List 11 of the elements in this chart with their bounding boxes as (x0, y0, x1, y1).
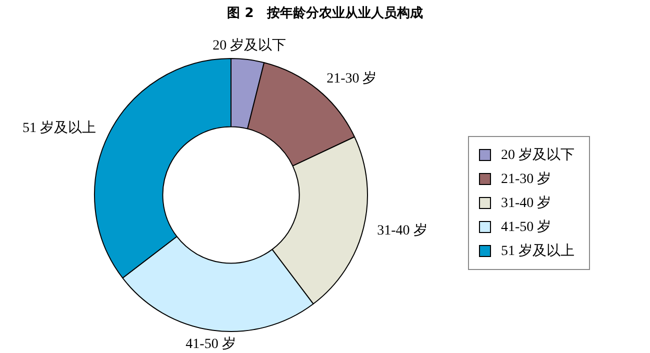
legend-label: 31-40 岁 (501, 194, 552, 212)
legend-label: 21-30 岁 (501, 170, 552, 188)
slice-label: 20 岁及以下 (212, 37, 286, 54)
slice-label: 41-50 岁 (186, 336, 236, 352)
legend-label: 20 岁及以下 (501, 146, 574, 164)
legend-label: 51 岁及以上 (501, 242, 574, 260)
chart-title: 图 2 按年龄分农业从业人员构成 (226, 5, 424, 22)
legend-label: 41-50 岁 (501, 218, 552, 236)
slice-label: 51 岁及以上 (22, 120, 96, 136)
slice-label: 31-40 岁 (377, 222, 428, 239)
slice-label: 21-30 岁 (326, 70, 377, 86)
